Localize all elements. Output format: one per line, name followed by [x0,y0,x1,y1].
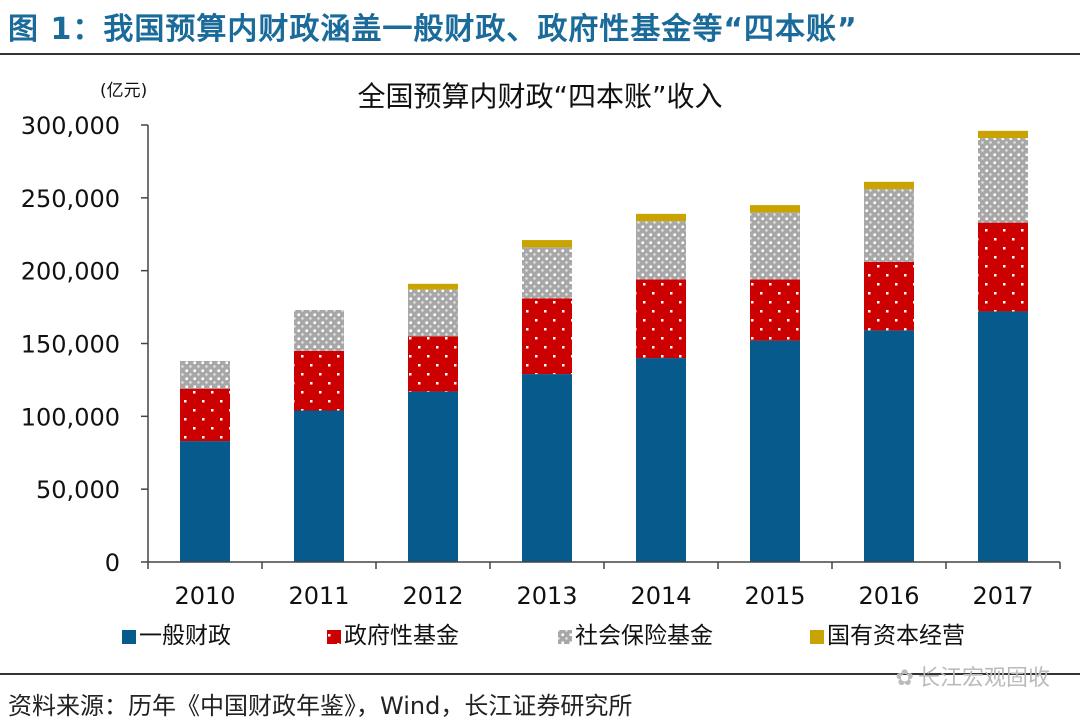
legend-label-2: 社会保险基金 [575,623,713,649]
bar-2013-series-3 [522,240,572,248]
bar-2014-series-2 [636,221,686,280]
wechat-icon: ✿ [895,666,914,691]
bar-2014-series-3 [636,213,686,222]
bottom-rule [0,673,1080,675]
bar-2015-series-1 [750,279,800,341]
x-tick-label: 2011 [288,582,349,610]
y-tick-label: 150,000 [21,331,120,359]
bar-2012-series-3 [408,283,458,290]
x-tick-label: 2013 [516,582,577,610]
legend-label-1: 政府性基金 [344,623,459,649]
y-axis-unit: (亿元) [100,81,147,101]
bar-2015-series-0 [750,340,800,562]
bar-2012-series-2 [408,289,458,337]
bar-2016-series-3 [864,181,914,190]
bar-2015-series-3 [750,205,800,213]
bar-2016-series-2 [864,189,914,262]
bar-2011-series-0 [294,410,344,562]
y-tick-label: 50,000 [36,476,120,504]
y-tick-label: 100,000 [21,403,120,431]
x-tick-label: 2010 [174,582,235,610]
bar-2012-series-1 [408,336,458,392]
x-tick-label: 2014 [630,582,691,610]
bar-2013-series-0 [522,374,572,562]
x-tick-label: 2016 [858,582,919,610]
top-rule [0,53,1080,55]
source-note: 资料来源：历年《中国财政年鉴》，Wind，长江证券研究所 [8,692,633,720]
legend-label-0: 一般财政 [139,623,231,649]
bar-2010-series-0 [180,441,230,562]
legend-swatch-0 [122,630,136,644]
y-tick-label: 200,000 [21,258,120,286]
bar-2017-series-1 [978,222,1028,312]
bar-2017-series-2 [978,138,1028,223]
bar-2012-series-0 [408,391,458,562]
legend-swatch-3 [810,630,824,644]
bar-2015-series-2 [750,212,800,280]
bar-2016-series-0 [864,330,914,562]
y-tick-label: 250,000 [21,185,120,213]
bar-2017-series-3 [978,130,1028,139]
legend-label-3: 国有资本经营 [827,623,965,649]
bar-2016-series-1 [864,261,914,331]
bar-2011-series-1 [294,350,344,411]
figure-title: 图 1：我国预算内财政涵盖一般财政、政府性基金等“四本账” [8,12,858,47]
bar-2013-series-2 [522,247,572,299]
y-tick-label: 300,000 [21,112,120,140]
x-tick-label: 2017 [972,582,1033,610]
legend-swatch-1 [327,630,341,644]
chart-title: 全国预算内财政“四本账”收入 [357,80,722,113]
bar-2010-series-2 [180,360,230,389]
bar-2017-series-0 [978,311,1028,562]
bar-2014-series-0 [636,358,686,562]
x-tick-label: 2012 [402,582,463,610]
bar-2010-series-1 [180,388,230,442]
watermark-text: 长江宏观固收 [917,666,1050,691]
bar-2013-series-1 [522,298,572,375]
x-tick-label: 2015 [744,582,805,610]
watermark: ✿ 长江宏观固收 [896,660,1050,692]
legend-swatch-2 [558,630,572,644]
y-tick-label: 0 [105,549,120,577]
bar-2014-series-1 [636,279,686,359]
bar-2011-series-2 [294,309,344,351]
